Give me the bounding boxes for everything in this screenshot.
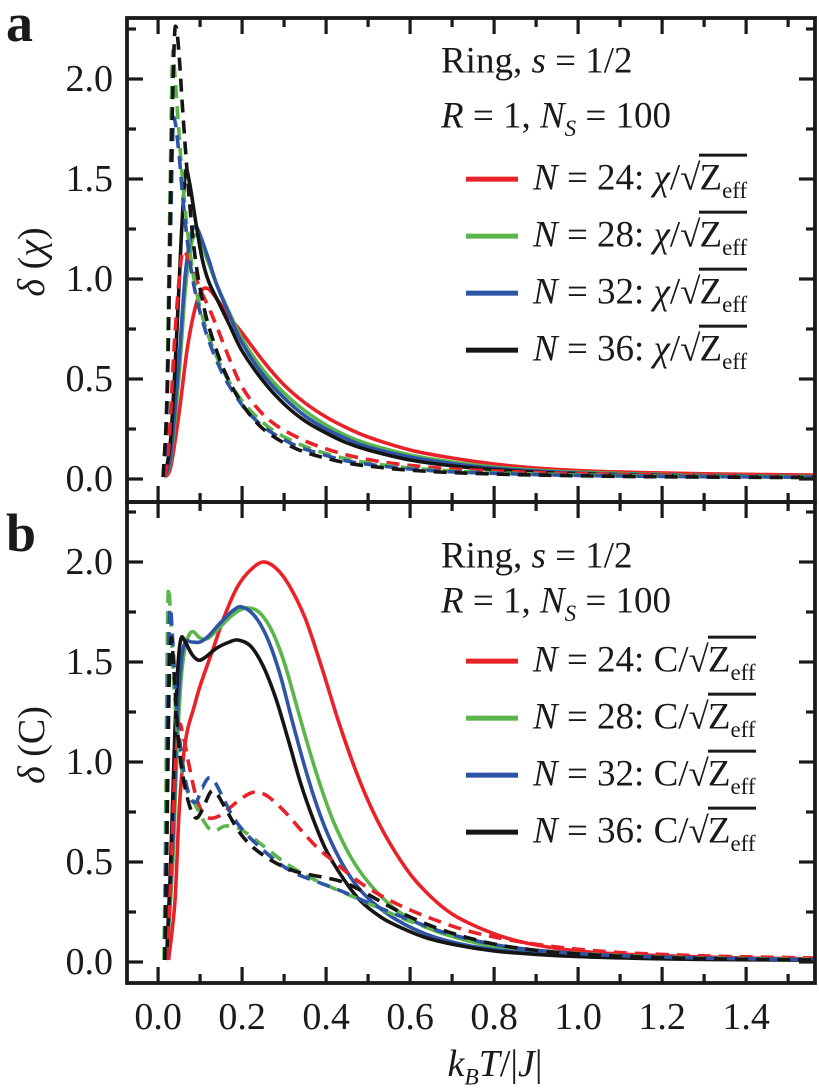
series-b-N=24-dashed (164, 722, 814, 961)
y-tick-label: 1.0 (65, 258, 114, 300)
x-tick-label: 0.8 (470, 996, 518, 1038)
x-tick-label: 0.4 (302, 996, 350, 1038)
x-axis-label: kBT/|J| (447, 1043, 543, 1091)
y-tick-label: 1.0 (65, 741, 114, 783)
y-tick-label: 0.5 (65, 841, 114, 883)
panel-b-label: b (6, 503, 37, 563)
legend-line-swatch (466, 347, 518, 353)
panel-b-curves (162, 560, 814, 962)
panel-b-legend-entry: N = 36: C/√Zeff (466, 806, 756, 855)
legend-line-swatch (466, 290, 518, 296)
y-tick-label: 0.0 (65, 941, 114, 983)
y-tick-label: 2.0 (65, 541, 114, 583)
legend-entry-label: N = 28: C/√Zeff (533, 692, 756, 741)
panel-a-annotation: Ring, s = 1/2 (441, 40, 633, 82)
panel-b-legend-entry: N = 28: C/√Zeff (466, 692, 756, 741)
panel-a-annotation: R = 1, NS = 100 (441, 95, 672, 142)
legend-line-swatch (466, 176, 518, 182)
y-tick-label: 1.5 (65, 641, 114, 683)
legend-line-swatch (466, 829, 518, 835)
y-tick-label: 0.0 (65, 458, 114, 500)
series-b-N=32-dashed (163, 606, 814, 962)
panel-a-label: a (6, 0, 33, 53)
series-b-N=36-solid (164, 635, 814, 962)
panel-a-legend-entry: N = 32: χ/√Zeff (466, 267, 748, 316)
x-tick-label: 0.0 (134, 996, 182, 1038)
series-a-N=24-solid (162, 286, 814, 479)
panel-a-legend-entry: N = 28: χ/√Zeff (466, 210, 748, 259)
panel-b-frame (125, 500, 817, 985)
legend-entry-label: N = 36: C/√Zeff (533, 806, 756, 855)
legend-entry-label: N = 32: χ/√Zeff (533, 267, 748, 316)
legend-line-swatch (466, 233, 518, 239)
panel-b-legend-entry: N = 32: C/√Zeff (466, 749, 756, 798)
legend-line-swatch (466, 715, 518, 721)
series-b-N=36-dashed (163, 636, 814, 962)
panel-a-legend-entry: N = 36: χ/√Zeff (466, 324, 748, 373)
y-tick-label: 2.0 (65, 58, 114, 100)
legend-line-swatch (466, 658, 518, 664)
x-tick-label: 1.4 (722, 996, 770, 1038)
panel-a-curves (161, 24, 814, 480)
legend-entry-label: N = 32: C/√Zeff (533, 749, 756, 798)
y-tick-label: 0.5 (65, 358, 114, 400)
legend-line-swatch (466, 772, 518, 778)
legend-entry-label: N = 24: χ/√Zeff (533, 153, 748, 202)
panel-b-annotation: R = 1, NS = 100 (441, 580, 672, 627)
x-tick-label: 0.2 (218, 996, 266, 1038)
x-tick-label: 1.0 (554, 996, 602, 1038)
y-tick-label: 1.5 (65, 158, 114, 200)
legend-entry-label: N = 36: χ/√Zeff (533, 324, 748, 373)
legend-entry-label: N = 28: χ/√Zeff (533, 210, 748, 259)
panel-b-legend-entry: N = 24: C/√Zeff (466, 635, 756, 684)
series-a-N=36-dashed (161, 24, 814, 480)
x-tick-label: 1.2 (638, 996, 686, 1038)
legend-entry-label: N = 24: C/√Zeff (533, 635, 756, 684)
panel-a-legend-entry: N = 24: χ/√Zeff (466, 153, 748, 202)
panel-a-frame (125, 16, 817, 504)
x-tick-label: 0.6 (386, 996, 434, 1038)
panel-b-annotation: Ring, s = 1/2 (441, 535, 633, 577)
